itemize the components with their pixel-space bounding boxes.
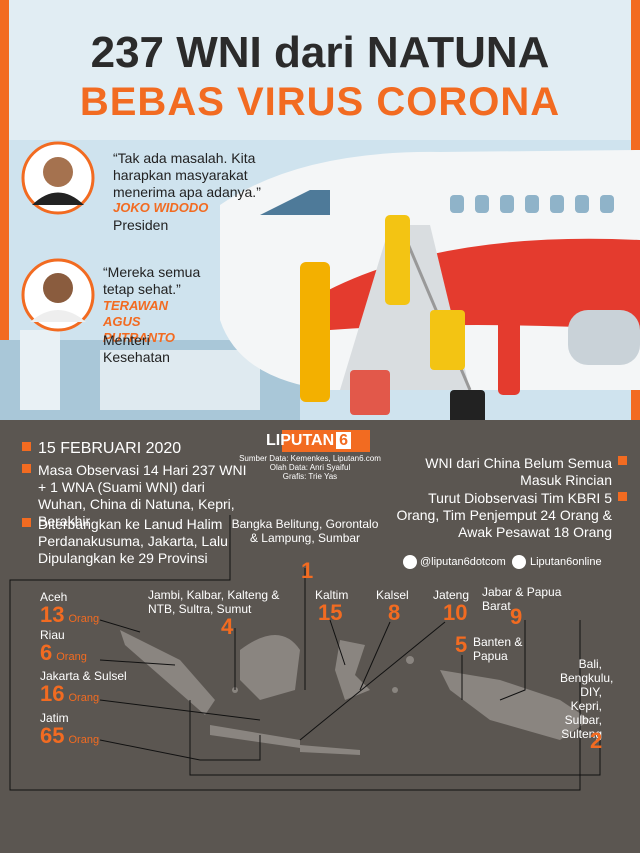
region-count-box: 1 (301, 558, 313, 584)
subtitle: BEBAS VIRUS CORONA (79, 80, 561, 124)
region-count: 5 (455, 632, 468, 657)
quote-text: “Tak ada masalah. Kita harapkan masyarak… (113, 150, 261, 200)
quote-role: Menteri Kesehatan (103, 332, 170, 365)
region-count-box: 4 (221, 614, 233, 640)
region-unit: Orang (68, 734, 100, 746)
region-label: Jakarta & Sulsel (40, 669, 127, 683)
quote-role: Presiden (113, 217, 169, 233)
region-label: Kaltim (315, 588, 349, 602)
region-count-box: 15 (318, 600, 342, 626)
quote-name: TERAWAN AGUS PUTRANTO (103, 298, 175, 345)
region-count: 6 (40, 640, 53, 665)
region-label: Kalsel (376, 588, 409, 602)
region-count-box: 8 (388, 600, 400, 626)
region-count-box: 9 (510, 604, 522, 630)
region-count: 8 (388, 600, 401, 625)
region-count: 2 (590, 728, 603, 753)
region-count: 16 (40, 681, 65, 706)
quote-name: JOKO WIDODO (113, 200, 209, 215)
region-label: Aceh (40, 590, 68, 604)
region-count: 15 (318, 600, 343, 625)
region-count-box: 2 (590, 728, 602, 754)
region-label: Bali, Bengkulu, DIY, Kepri, Sulbar, Sult… (560, 657, 614, 741)
region-count-box: 5 (455, 632, 467, 658)
timeline-item: Masa Observasi 14 Hari 237 WNI + 1 WNA (… (38, 462, 247, 529)
region-label: Riau (40, 628, 65, 642)
credit: Olah Data: Anri Syaiful (269, 463, 351, 472)
note: WNI dari China Belum Semua Masuk Rincian (425, 455, 612, 488)
region-count: 4 (221, 614, 234, 639)
region-unit: Orang (68, 692, 100, 704)
credit: Sumber Data: Kemenkes, Liputan6.com (239, 454, 381, 463)
region-count-box: 13 Orang (40, 602, 99, 628)
quote-text: “Mereka semua tetap sehat.” (103, 264, 201, 297)
brand: LIPUTAN 6 (266, 432, 352, 450)
region-label: Jatim (40, 711, 69, 725)
social-handle: Liputan6online (530, 556, 602, 568)
region-count-box: 10 (443, 600, 467, 626)
note: Turut Diobservasi Tim KBRI 5 Orang, Tim … (396, 490, 612, 540)
region-count-box: 16 Orang (40, 681, 99, 707)
region-count: 9 (510, 604, 523, 629)
region-count-box: 65 Orang (40, 723, 99, 749)
social-handle: @liputan6dotcom (420, 556, 506, 568)
region-label: Jabar & Papua Barat (482, 585, 562, 613)
region-count-box: 6 Orang (40, 640, 87, 666)
brand-number: 6 (336, 432, 352, 449)
region-count: 10 (443, 600, 468, 625)
region-label: Jambi, Kalbar, Kalteng & NTB, Sultra, Su… (148, 588, 280, 616)
credit: Grafis: Trie Yas (282, 472, 338, 481)
timeline-item: Diterbangkan ke Lanud Halim Perdanakusum… (38, 516, 228, 566)
region-count: 1 (301, 558, 314, 583)
region-count: 65 (40, 723, 65, 748)
title: 237 WNI dari NATUNA (90, 28, 550, 77)
region-label: Banten & Papua (473, 635, 523, 663)
date: 15 FEBRUARI 2020 (38, 440, 182, 457)
brand-name: LIPUTAN (266, 432, 335, 449)
region-count: 13 (40, 602, 65, 627)
region-unit: Orang (56, 651, 87, 663)
region-label: Jateng (433, 588, 470, 602)
region-label: Bangka Belitung, Gorontalo & Lampung, Su… (231, 517, 379, 545)
region-unit: Orang (68, 613, 100, 625)
credits: Sumber Data: Kemenkes, Liputan6.com Olah… (230, 454, 390, 481)
